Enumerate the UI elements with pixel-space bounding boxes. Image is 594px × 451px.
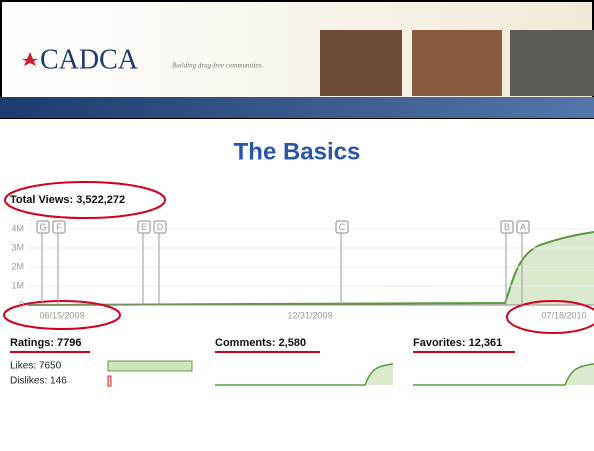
marker-box — [52, 220, 66, 234]
total-views: Total Views: 3,522,272 — [10, 194, 125, 206]
likes: Likes: 7650 — [10, 361, 62, 372]
comments: Comments: 2,580 — [215, 337, 306, 349]
marker-box — [36, 220, 50, 234]
marker-label: G — [39, 222, 46, 232]
logo: CADCA — [40, 44, 139, 75]
marker-box — [335, 220, 349, 234]
y-tick-label: 2M — [11, 261, 24, 271]
marker-box — [153, 220, 167, 234]
ratings: Ratings: 7796 — [10, 337, 82, 349]
highlight — [4, 181, 166, 219]
date-label: 12/31/2009 — [287, 310, 332, 320]
highlight — [506, 300, 594, 334]
y-tick-label: 1M — [11, 280, 24, 290]
marker-box — [137, 220, 151, 234]
marker-label: E — [141, 222, 147, 232]
photo — [510, 30, 594, 96]
marker-box — [516, 220, 530, 234]
marker-label: B — [504, 222, 510, 232]
mini-line — [215, 363, 394, 386]
date-label: 07/18/2010 — [541, 310, 586, 320]
y-tick-label: 3M — [11, 242, 24, 252]
marker-box — [500, 220, 514, 234]
marker-label: C — [339, 222, 346, 232]
likes-bar — [107, 360, 193, 372]
marker-label: D — [157, 222, 164, 232]
area — [28, 232, 594, 305]
dislikes: Dislikes: 146 — [10, 376, 67, 387]
line — [27, 231, 594, 306]
y-tick-label: 4M — [11, 223, 24, 233]
mini-area — [215, 364, 393, 385]
logo-star — [22, 52, 38, 66]
favorites: Favorites: 12,361 — [413, 337, 502, 349]
views-chart — [27, 231, 594, 306]
photo — [320, 30, 402, 96]
photo — [412, 30, 502, 96]
highlight — [3, 300, 121, 330]
tagline: Building drug-free communities. — [172, 62, 263, 70]
mini-area — [413, 364, 594, 385]
marker-label: A — [520, 222, 526, 232]
date-label: 06/15/2009 — [39, 310, 84, 320]
header-bar — [0, 97, 594, 118]
marker-label: F — [56, 222, 62, 232]
y-tick-label: 0 — [19, 299, 24, 309]
dislikes-bar — [107, 375, 112, 387]
mini-line — [413, 363, 594, 386]
slide-title: The Basics — [234, 138, 361, 165]
